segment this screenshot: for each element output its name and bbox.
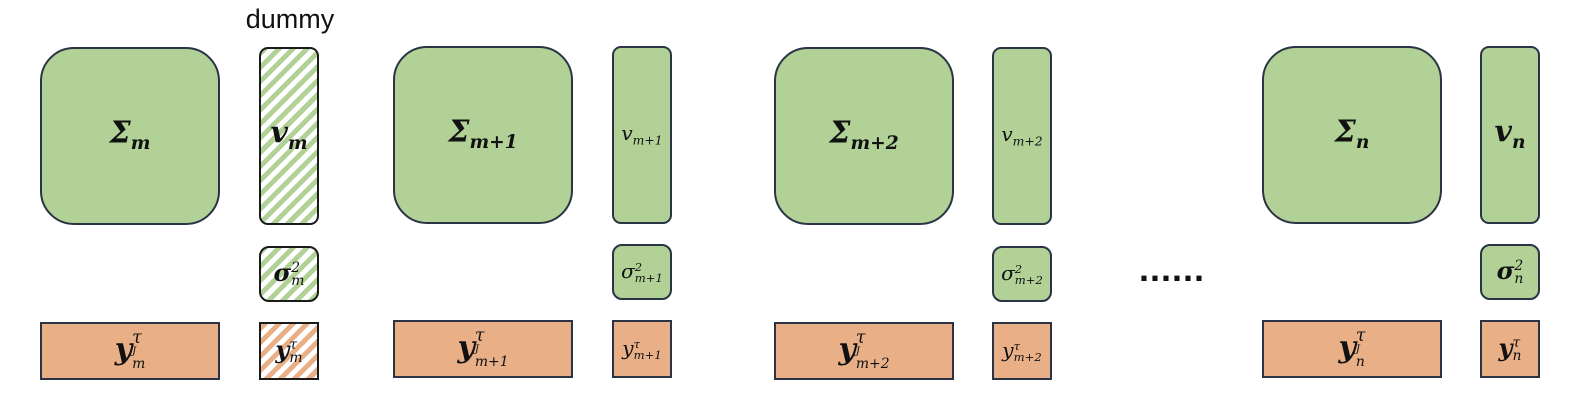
- y-symbol: y: [1498, 332, 1513, 362]
- v-vector-m+1: vm+1: [612, 46, 672, 224]
- v-subscript: m+2: [1012, 133, 1043, 149]
- var-sub: m+1: [634, 270, 663, 285]
- y-symbol: y: [275, 334, 290, 364]
- var-sub: m+2: [1014, 272, 1043, 287]
- y-sub-J: J: [1355, 343, 1360, 355]
- y-sub-J: J: [855, 345, 860, 357]
- y-sup: τ: [633, 337, 641, 352]
- var-sub: n: [1514, 270, 1524, 287]
- y-sup: τ: [1355, 325, 1366, 346]
- y-symbol: y: [1338, 330, 1356, 366]
- sigma-symbol: Σ: [829, 115, 851, 151]
- y-sup: τ: [1013, 339, 1021, 354]
- sigma2-m+1: σ 2 m+1: [612, 244, 672, 300]
- y-block-m+1: y τ m+1: [612, 320, 672, 378]
- sigma-symbol: Σ: [109, 115, 131, 151]
- y-symbol: y: [838, 332, 856, 368]
- var-symbol: σ: [1001, 261, 1015, 286]
- v-symbol: v: [621, 121, 633, 146]
- y-sub-J: J: [132, 345, 137, 357]
- y-subsub: n: [1355, 353, 1365, 370]
- y-subsub: m+1: [474, 353, 509, 370]
- var-symbol: σ: [1496, 255, 1515, 285]
- v-symbol: v: [1001, 122, 1013, 147]
- y-sup: τ: [1512, 334, 1521, 351]
- y-symbol: y: [457, 330, 475, 366]
- v-vector-n: vn: [1480, 46, 1540, 224]
- var-sup: 2: [291, 259, 301, 276]
- y-subsub: m: [132, 355, 146, 372]
- sigma-matrix-m+1: Σm+1: [393, 46, 573, 224]
- var-sup: 2: [634, 260, 643, 275]
- v-vector-m+2: vm+2: [992, 47, 1052, 225]
- sigma-matrix-m+2: Σm+2: [774, 47, 954, 225]
- sigma-subscript: m+2: [850, 132, 899, 154]
- y-sup: τ: [474, 325, 485, 346]
- dummy-label: dummy: [245, 4, 335, 34]
- y-symbol: y: [114, 332, 133, 368]
- y-sub-J: J: [474, 343, 479, 355]
- v-subscript: m: [287, 132, 308, 154]
- sigma-matrix-n: Σn: [1262, 46, 1442, 224]
- v-symbol: v: [270, 115, 288, 151]
- y-sup: τ: [855, 327, 866, 348]
- sigma-subscript: m+1: [469, 131, 518, 153]
- y-symbol: y: [622, 336, 634, 361]
- y-sub: m+2: [1013, 349, 1042, 364]
- sigma-subscript: m: [130, 132, 151, 154]
- sigma-subscript: n: [1355, 131, 1370, 153]
- var-symbol: σ: [273, 257, 292, 287]
- y-sub: m: [289, 349, 303, 366]
- sigma-matrix-m: Σm: [40, 47, 220, 225]
- v-vector-m-dummy: vm: [259, 47, 319, 225]
- var-symbol: σ: [621, 259, 635, 284]
- y-sup: τ: [289, 336, 298, 353]
- v-subscript: n: [1511, 131, 1526, 153]
- sigma-symbol: Σ: [1334, 114, 1356, 150]
- ellipsis: ......: [1138, 248, 1205, 289]
- y-subsub: m+2: [855, 355, 890, 372]
- var-sub: m: [291, 272, 305, 289]
- sigma2-m+2: σ 2 m+2: [992, 246, 1052, 302]
- var-sup: 2: [1014, 262, 1023, 277]
- v-subscript: m+1: [632, 132, 663, 148]
- y-sub: m+1: [633, 347, 662, 362]
- var-sup: 2: [1514, 257, 1524, 274]
- y-block-m+2: y τ m+2: [992, 322, 1052, 380]
- v-symbol: v: [1494, 114, 1512, 150]
- y-sub: n: [1512, 347, 1522, 364]
- sigma-symbol: Σ: [448, 114, 470, 150]
- y-sup: τ: [132, 327, 142, 348]
- y-symbol: y: [1002, 338, 1014, 363]
